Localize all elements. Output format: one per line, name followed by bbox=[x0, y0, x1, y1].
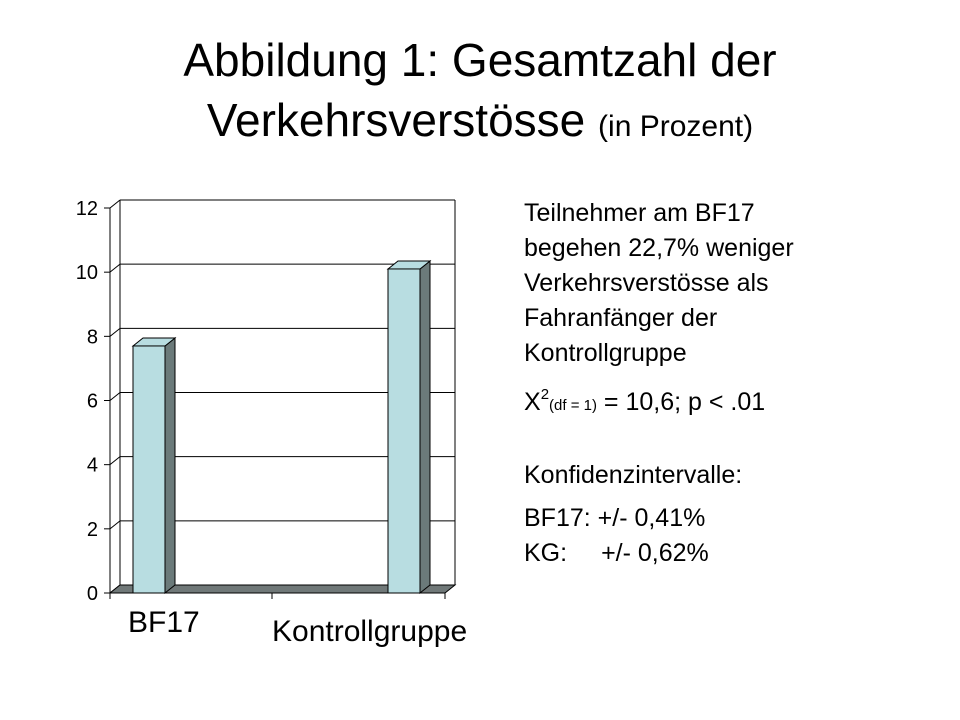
bar-2 bbox=[387, 268, 421, 594]
y-tick-label: 12 bbox=[76, 198, 98, 220]
stats-line-2: begehen 22,7% weniger bbox=[524, 234, 794, 262]
y-tick-label: 4 bbox=[87, 455, 98, 477]
spacer bbox=[524, 423, 944, 458]
category-label-kontrollgruppe: Kontrollgruppe bbox=[272, 615, 468, 648]
title-main-word: Verkehrsverstösse bbox=[206, 94, 586, 146]
chi-square-result: X2(df = 1) = 10,6; p < .01 bbox=[524, 377, 944, 423]
bar-1 bbox=[132, 345, 166, 594]
statistics-text: Teilnehmer am BF17 begehen 22,7% weniger… bbox=[524, 196, 944, 571]
bar-side-2 bbox=[419, 259, 431, 595]
gridline-diagonal bbox=[109, 456, 121, 466]
chi-superscript: 2 bbox=[540, 386, 550, 403]
title-line-1: Abbildung 1: Gesamtzahl der bbox=[183, 34, 777, 86]
y-tick-label: 6 bbox=[87, 391, 98, 413]
ci-bf17: BF17: +/- 0,41% bbox=[524, 504, 706, 532]
slide-title: Abbildung 1: Gesamtzahl der Verkehrsvers… bbox=[0, 30, 960, 157]
chi-value: = 10,6; p < .01 bbox=[603, 388, 766, 416]
gridline-diagonal bbox=[109, 327, 121, 337]
bar-side-1 bbox=[164, 336, 176, 595]
stats-line-3: Verkehrsverstösse als bbox=[524, 269, 769, 297]
stats-line-4: Fahranfänger der bbox=[524, 304, 718, 332]
ci-kg-label: KG: bbox=[524, 539, 568, 567]
gridline-diagonal bbox=[109, 392, 121, 401]
title-suffix: (in Prozent) bbox=[598, 110, 754, 143]
category-label-bf17: BF17 bbox=[128, 606, 200, 639]
gridline-diagonal bbox=[109, 199, 121, 209]
ci-heading: Konfidenzintervalle: bbox=[524, 461, 743, 489]
ci-kg: KG: +/- 0,62% bbox=[524, 536, 944, 571]
title-line-2: Verkehrsverstösse (in Prozent) bbox=[0, 90, 960, 157]
chart-floor bbox=[108, 584, 457, 594]
stats-line-1: Teilnehmer am BF17 bbox=[524, 199, 755, 227]
y-tick-label: 0 bbox=[87, 583, 98, 605]
chi-subscript: (df = 1) bbox=[549, 397, 597, 414]
y-tick-label: 8 bbox=[87, 326, 98, 348]
gridline-diagonal bbox=[109, 520, 121, 530]
ci-kg-value: +/- 0,62% bbox=[601, 539, 709, 567]
chi-symbol: X bbox=[524, 388, 541, 416]
y-tick-label: 2 bbox=[87, 519, 98, 541]
gridline-diagonal bbox=[109, 263, 121, 273]
stats-line-5: Kontrollgruppe bbox=[524, 339, 687, 367]
y-tick-label: 10 bbox=[76, 262, 98, 284]
